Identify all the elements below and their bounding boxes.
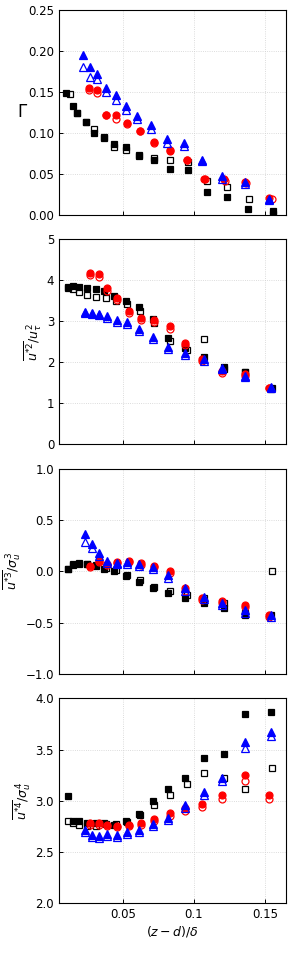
Y-axis label: $\overline{u^{*4}}/\sigma_u^4$: $\overline{u^{*4}}/\sigma_u^4$ — [11, 781, 33, 820]
X-axis label: $(z-d)/\delta$: $(z-d)/\delta$ — [146, 924, 199, 939]
Y-axis label: $\overline{u^{*3}}/\sigma_u^3$: $\overline{u^{*3}}/\sigma_u^3$ — [1, 552, 23, 590]
Y-axis label: $\Gamma$: $\Gamma$ — [17, 103, 28, 121]
Y-axis label: $\overline{u^{*2}}/u_\tau^2$: $\overline{u^{*2}}/u_\tau^2$ — [22, 323, 44, 360]
